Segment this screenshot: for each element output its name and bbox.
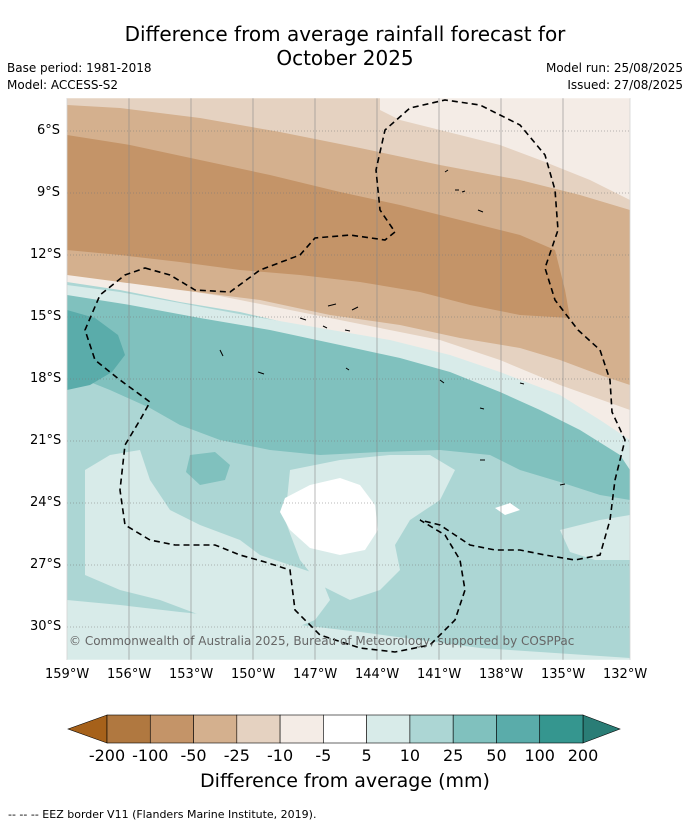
- lat-label: 21°S: [30, 433, 62, 448]
- colorbar-tick-label: 25: [442, 746, 464, 765]
- lon-label: 147°W: [293, 667, 338, 682]
- patch-wet-light-a: [85, 450, 330, 630]
- colorbar-box: [496, 714, 541, 744]
- lon-label: 159°W: [45, 667, 90, 682]
- colorbar-arrow-left: [67, 714, 108, 744]
- lon-label: 135°W: [541, 667, 586, 682]
- eez-borders: [84, 99, 626, 653]
- copyright-note: © Commonwealth of Australia 2025, Bureau…: [69, 634, 575, 648]
- colorbar-box: [193, 714, 238, 744]
- lon-label: 153°W: [169, 667, 214, 682]
- band-wet-moderate: [67, 295, 630, 500]
- base-period: Base period: 1981-2018: [7, 61, 152, 75]
- lat-label: 18°S: [30, 371, 62, 386]
- band-dry-palest: [380, 98, 630, 200]
- colorbar-tick-label: -200: [88, 746, 126, 765]
- band-dry-strong: [67, 135, 570, 318]
- meta-left: Base period: 1981-2018 Model: ACCESS-S2: [7, 60, 152, 94]
- lon-label: 150°W: [231, 667, 276, 682]
- colorbar-box: [452, 714, 497, 744]
- colorbar-arrow-right: [582, 714, 621, 744]
- lon-label: 156°W: [107, 667, 152, 682]
- colorbar-tick-label: 10: [399, 746, 421, 765]
- colorbar-box: [149, 714, 194, 744]
- lon-label: 144°W: [355, 667, 400, 682]
- colorbar-tick-label: -25: [223, 746, 250, 765]
- model-name: Model: ACCESS-S2: [7, 78, 119, 92]
- gridlines: [67, 130, 630, 628]
- colorbar-box: [323, 714, 367, 744]
- issued-date: Issued: 27/08/2025: [567, 78, 683, 92]
- lon-label: 138°W: [479, 667, 524, 682]
- title-line-2: October 2025: [276, 46, 414, 70]
- islands: [219, 169, 566, 486]
- map-frame: [66, 97, 631, 661]
- colorbar-box: [279, 714, 324, 744]
- band-wet-light-south: [67, 600, 630, 660]
- band-dry-lightest-south: [67, 270, 630, 440]
- meta-right: Model run: 25/08/2025 Issued: 27/08/2025: [546, 60, 683, 94]
- colorbar: [67, 714, 621, 744]
- colorbar-tick-label: 100: [524, 746, 555, 765]
- colorbar-box: [106, 714, 151, 744]
- title-line-1: Difference from average rainfall forecas…: [124, 22, 566, 46]
- lat-label: 9°S: [37, 185, 61, 200]
- lat-label: 27°S: [30, 557, 62, 572]
- colorbar-box: [539, 714, 584, 744]
- chart-title: Difference from average rainfall forecas…: [0, 22, 690, 70]
- lat-label: 30°S: [30, 619, 62, 634]
- patch-near-normal: [280, 478, 378, 555]
- eez-border-french-polynesia: [84, 99, 626, 653]
- lat-label: 15°S: [30, 309, 62, 324]
- patch-wet-small: [186, 452, 230, 485]
- colorbar-tick-label: 5: [361, 746, 372, 765]
- eez-legend-note: -- -- -- EEZ border V11 (Flanders Marine…: [8, 808, 317, 821]
- lon-label: 132°W: [603, 667, 648, 682]
- band-wet-strong: [67, 310, 125, 390]
- colorbar-tick-label: -10: [267, 746, 294, 765]
- lon-label: 141°W: [417, 667, 462, 682]
- colorbar-tick-label: -50: [180, 746, 207, 765]
- colorbar-tick-label: -5: [315, 746, 332, 765]
- colorbar-box: [366, 714, 411, 744]
- lat-label: 24°S: [30, 495, 62, 510]
- colorbar-tick-label: 200: [567, 746, 599, 765]
- colorbar-box: [409, 714, 454, 744]
- colorbar-tick-label: -100: [132, 746, 169, 765]
- patch-wet-southeast: [560, 515, 630, 560]
- colorbar-tick-label: 50: [486, 746, 507, 765]
- lat-label: 12°S: [30, 247, 62, 262]
- lat-label: 6°S: [37, 123, 61, 138]
- colorbar-box: [236, 714, 281, 744]
- colorbar-title: Difference from average (mm): [200, 770, 490, 792]
- model-run: Model run: 25/08/2025: [545, 61, 683, 75]
